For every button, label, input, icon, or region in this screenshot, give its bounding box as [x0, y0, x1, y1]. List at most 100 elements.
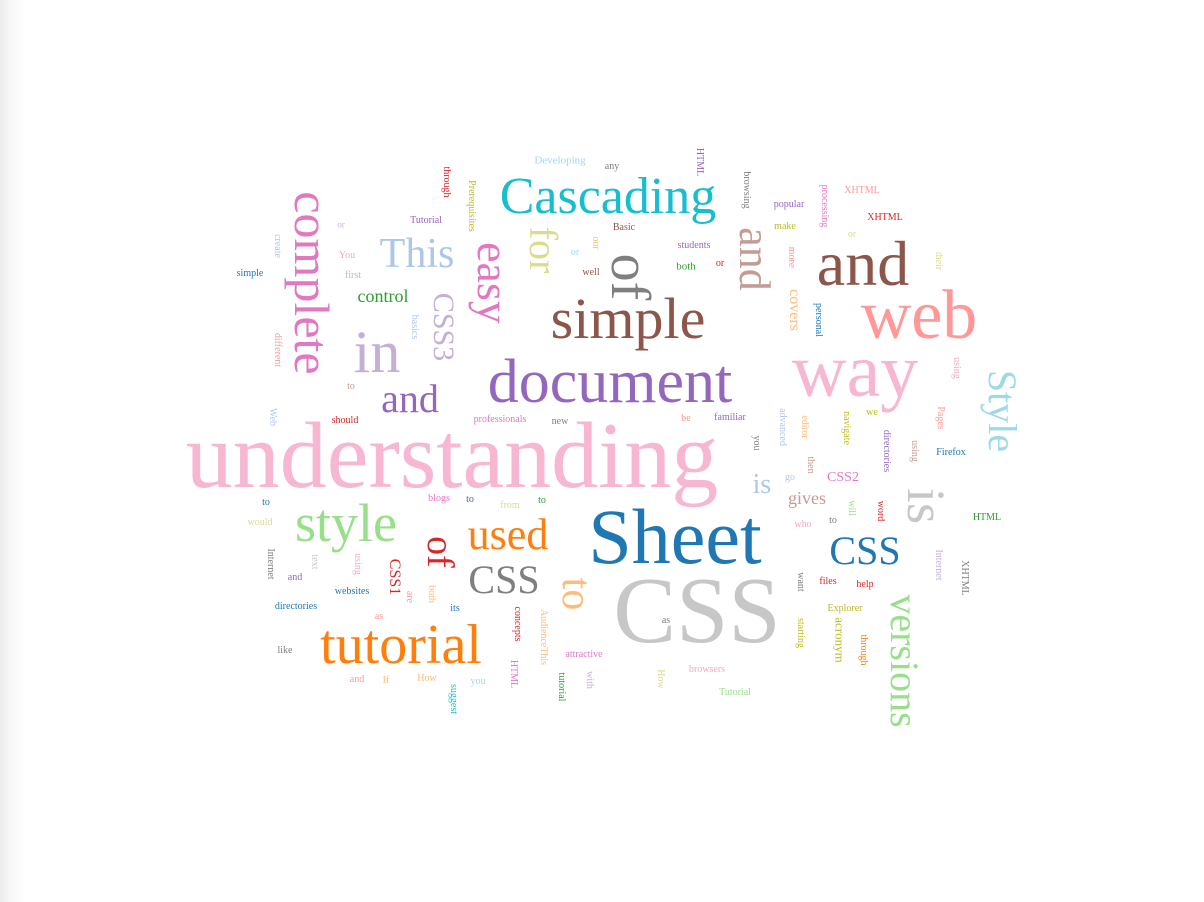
word-basics: basics	[409, 314, 420, 340]
word-we: we	[866, 407, 878, 418]
word-be: be	[681, 413, 691, 424]
word-prerequisites: Prerequisites	[466, 180, 477, 232]
word-directories: directories	[881, 429, 892, 473]
word-navigate: navigate	[841, 411, 852, 445]
word-css2: CSS2	[827, 470, 859, 485]
word-is: is	[752, 469, 772, 500]
word-to: to	[347, 381, 355, 392]
word-acronym: acronym	[832, 617, 848, 663]
word-and: and	[381, 376, 439, 421]
word-both: both	[426, 585, 437, 603]
word-html: HTML	[508, 659, 519, 689]
word-audiencethis: AudienceThis	[538, 608, 549, 666]
word-go: go	[785, 472, 795, 483]
word-with: with	[584, 671, 595, 689]
word-covers: covers	[786, 289, 803, 331]
word-if: If	[382, 675, 390, 686]
word-you: you	[470, 676, 486, 687]
word-css3: CSS3	[427, 292, 460, 362]
word-in: in	[353, 319, 401, 385]
word-directories: directories	[274, 601, 318, 612]
word-internet: Internet	[933, 549, 944, 581]
word-more: more	[786, 246, 797, 268]
word-tutorial: Tutorial	[410, 215, 442, 226]
word-students: students	[677, 240, 711, 251]
word-html: HTML	[694, 147, 705, 177]
word-or: or	[570, 247, 580, 258]
word-browsing: browsing	[741, 171, 752, 209]
word-from: from	[500, 500, 520, 511]
word-is: is	[896, 487, 956, 525]
word-tutorial: Tutorial	[719, 687, 751, 698]
word-or: or	[715, 258, 725, 269]
word-make: make	[774, 221, 796, 232]
word-how: How	[655, 669, 666, 689]
word-text: text	[309, 554, 320, 570]
word-this: This	[379, 231, 455, 277]
word-their: their	[933, 251, 944, 271]
word-are: are	[404, 590, 415, 604]
word-then: then	[805, 456, 816, 474]
word-help: help	[856, 579, 874, 590]
word-files: files	[819, 576, 837, 587]
word-you: You	[338, 250, 356, 261]
word-concepts: concepts	[512, 606, 523, 642]
word-browsers: browsers	[688, 664, 726, 675]
word-and: and	[287, 572, 303, 583]
word-gives: gives	[788, 488, 826, 508]
word-attractive: attractive	[565, 649, 603, 660]
word-as: as	[374, 611, 384, 622]
word-first: first	[344, 270, 362, 281]
word-simple: simple	[236, 268, 264, 279]
word-any: any	[604, 161, 620, 172]
word-of: of	[419, 536, 461, 568]
word-through: through	[441, 166, 452, 198]
word-word: word	[875, 500, 886, 522]
word-our: our	[590, 236, 601, 250]
word-way: way	[791, 329, 919, 413]
word-control: control	[357, 286, 409, 306]
word-complete: complete	[284, 191, 340, 375]
word-understanding: understanding	[185, 404, 719, 508]
word-processing: processing	[819, 184, 830, 228]
word-style: style	[295, 493, 397, 553]
word-css1: CSS1	[386, 558, 403, 596]
word-its: its	[450, 603, 460, 614]
word-to: to	[553, 577, 599, 611]
word-create: create	[272, 234, 283, 258]
word-simple: simple	[550, 286, 706, 351]
word-or: or	[337, 219, 345, 230]
word-both: both	[676, 260, 696, 273]
word-web: web	[860, 277, 978, 354]
word-firefox: Firefox	[936, 447, 966, 458]
word-and: and	[816, 228, 910, 299]
word-and: and	[349, 674, 365, 685]
word-suggest: suggest	[448, 684, 459, 714]
word-tutorial: tutorial	[320, 614, 482, 676]
word-want: want	[795, 572, 806, 592]
word-and: and	[730, 227, 779, 291]
word-through: through	[858, 634, 869, 666]
word-personal: personal	[813, 303, 824, 337]
word-versions: versions	[882, 594, 927, 728]
word-tutorial: tutorial	[556, 672, 567, 702]
word-document: document	[487, 348, 733, 416]
word-using: using	[951, 357, 962, 379]
word-xhtml: XHTML	[867, 212, 903, 223]
word-web: Web	[267, 407, 278, 427]
word-like: like	[277, 645, 293, 656]
word-well: well	[582, 267, 600, 278]
word-different: different	[272, 332, 283, 368]
word-blogs: blogs	[428, 493, 450, 504]
word-familiar: familiar	[714, 412, 746, 423]
word-how: How	[417, 673, 437, 684]
word-websites: websites	[334, 586, 370, 597]
word-would: would	[247, 517, 273, 528]
word-css: CSS	[468, 557, 540, 602]
word-html: HTML	[972, 512, 1002, 523]
word-css: CSS	[613, 559, 781, 663]
word-easy: easy	[468, 242, 519, 324]
word-to: to	[262, 497, 270, 508]
word-pages: Pages	[935, 406, 946, 430]
word-of: of	[599, 253, 661, 301]
